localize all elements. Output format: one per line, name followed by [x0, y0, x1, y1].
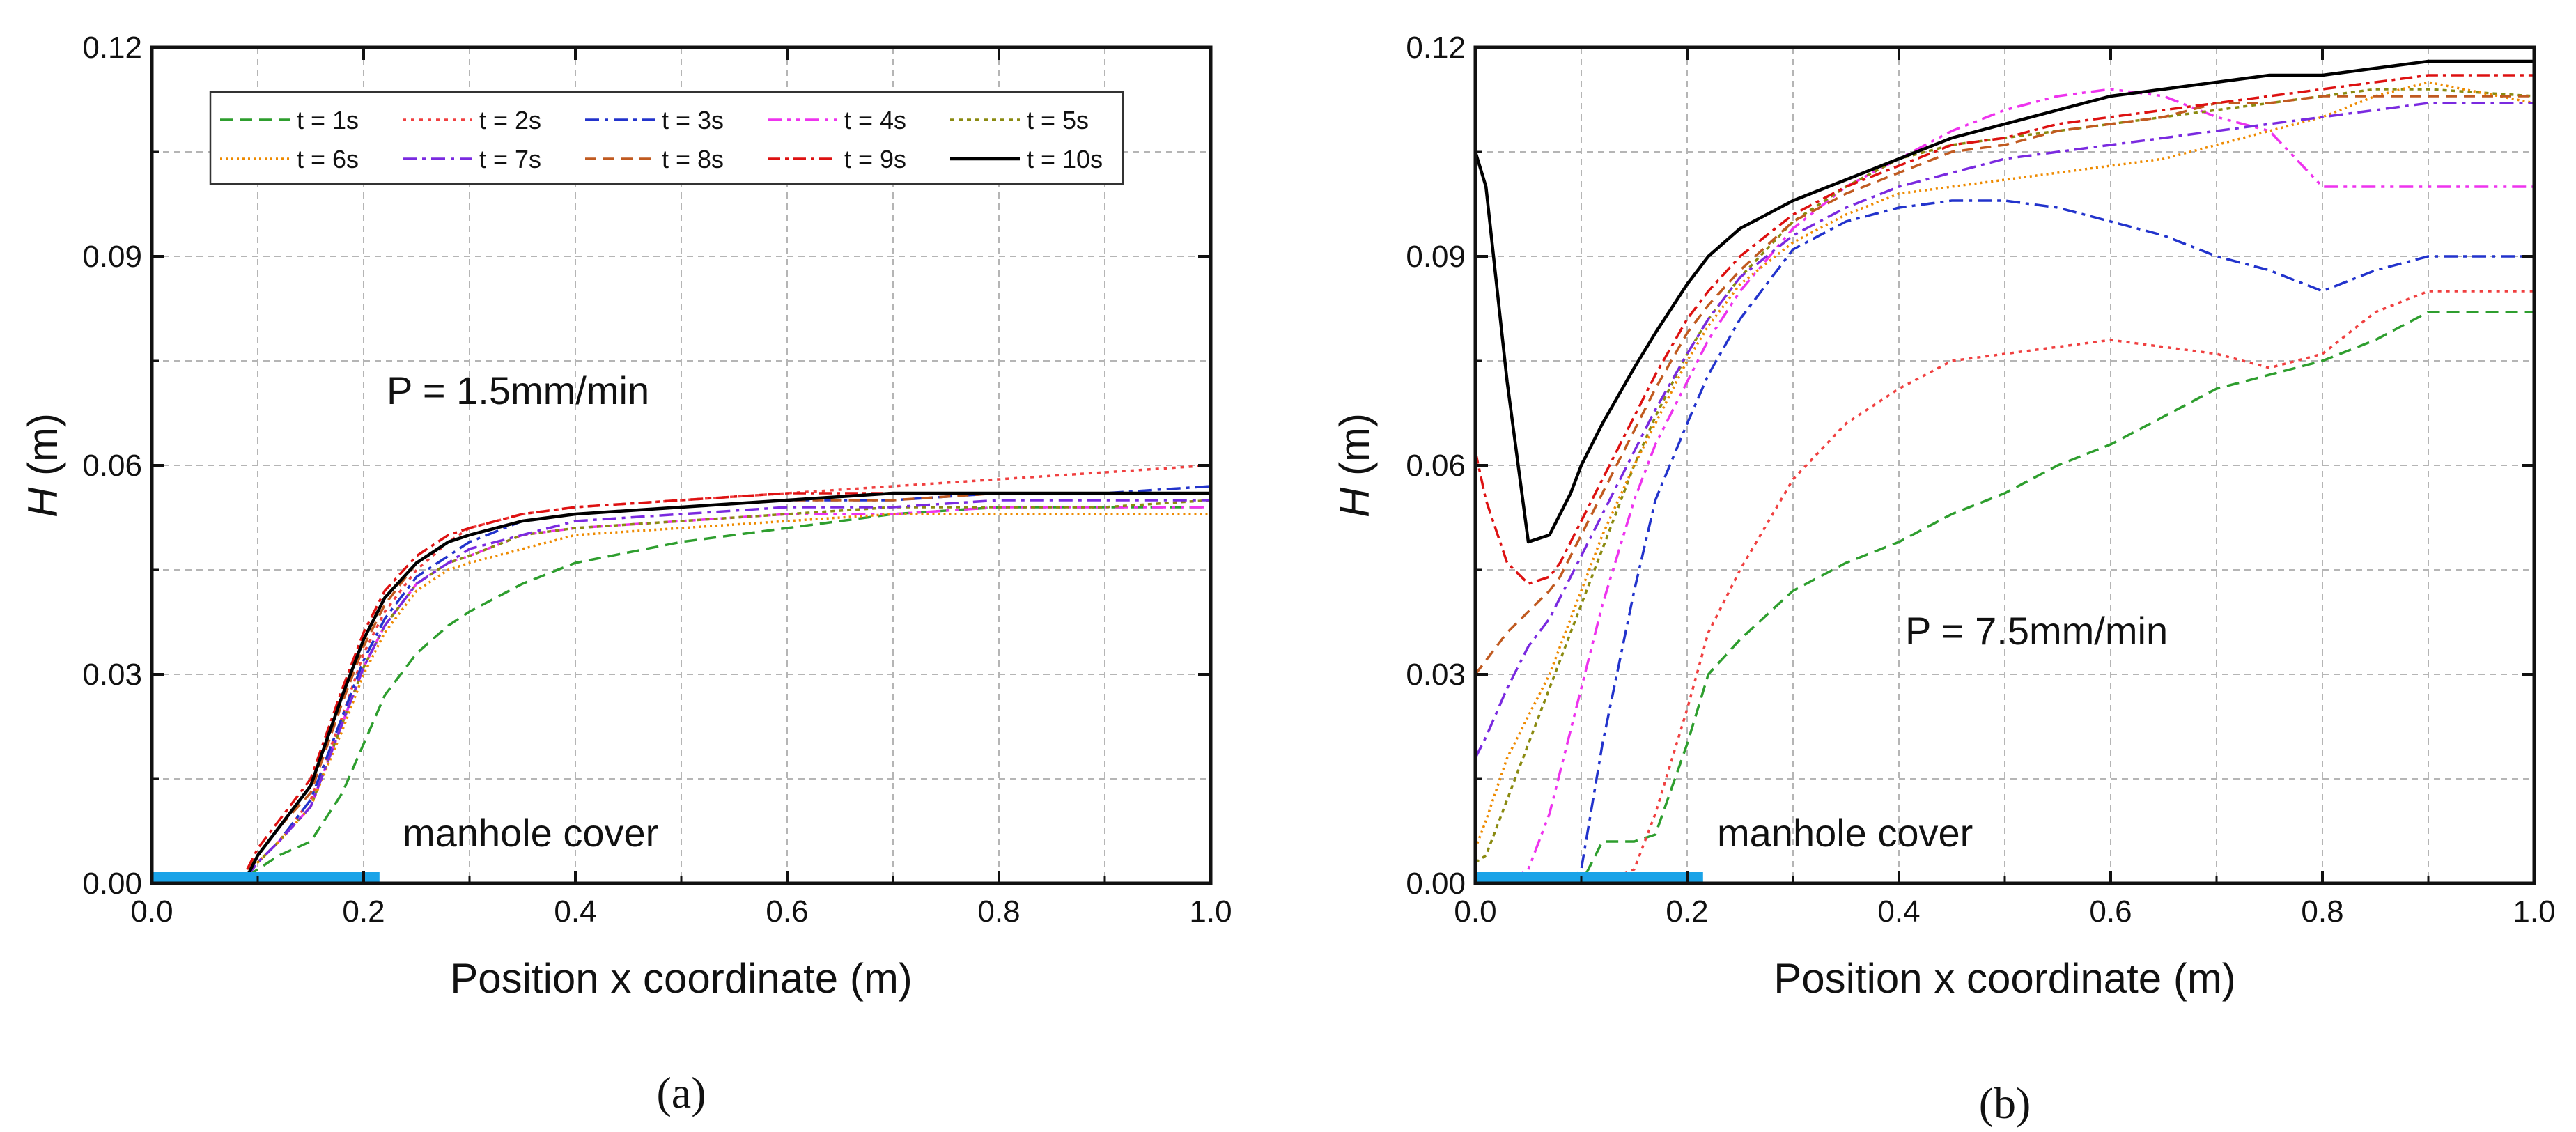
legend-label: t = 6s — [297, 145, 359, 173]
series-line-t-8s — [246, 492, 1211, 871]
series-line-t-6s — [246, 513, 1211, 878]
y-axis-title-unit: (m) — [1331, 413, 1378, 488]
series-line-t-9s — [246, 492, 1211, 870]
chart-panel-b: 0.0 0.2 0.4 0.6 0.8 1.0 0.00 0.03 0.06 0.09 0.12 Po… — [1331, 31, 2556, 1128]
x-tick-label: 0.2 — [1666, 894, 1708, 929]
precipitation-annotation: P = 7.5mm/min — [1905, 609, 2168, 653]
legend-label: t = 4s — [844, 106, 906, 134]
x-tick-label: 1.0 — [1189, 894, 1232, 929]
y-tick-label: 0.03 — [1406, 658, 1466, 692]
legend-label: t = 9s — [844, 145, 906, 173]
panel-label: (a) — [656, 1068, 706, 1117]
manhole-cover-annotation: manhole cover — [403, 811, 658, 855]
series-line-t-2s — [1475, 290, 2534, 885]
series-line-t-7s — [246, 499, 1211, 878]
x-axis-title: Position x coordinate (m) — [450, 955, 913, 1002]
chart-panel-a: 0.0 0.2 0.4 0.6 0.8 1.0 0.00 0.03 0.06 0.09 0.12 Po… — [20, 31, 1232, 1117]
legend-label: t = 3s — [662, 106, 724, 134]
y-tick-label: 0.06 — [1406, 449, 1466, 483]
y-tick-label: 0.12 — [1406, 31, 1466, 65]
x-tick-label: 0.8 — [977, 894, 1020, 929]
series-line-t-10s — [1473, 59, 2534, 544]
series-line-t-7s — [1474, 102, 2534, 759]
y-tick-label: 0.00 — [82, 867, 142, 901]
x-tick-label: 0.6 — [766, 894, 808, 929]
series-line-t-2s — [246, 464, 1211, 878]
series-line-t-9s — [1474, 74, 2534, 585]
y-axis-title-symbol: H — [20, 487, 66, 518]
x-tick-label: 1.0 — [2513, 894, 2555, 929]
y-tick-label: 0.12 — [82, 31, 142, 65]
y-tick-label: 0.03 — [82, 658, 142, 692]
legend-label: t = 1s — [297, 106, 359, 134]
series-line-t-4s — [1475, 88, 2534, 885]
legend-box — [209, 91, 1124, 185]
panel-label: (b) — [1979, 1078, 2031, 1128]
series-line-t-5s — [246, 499, 1211, 878]
y-axis-title-symbol: H — [1331, 487, 1378, 518]
x-tick-label: 0.0 — [130, 894, 173, 929]
x-tick-label: 0.0 — [1454, 894, 1496, 929]
x-tick-label: 0.8 — [2301, 894, 2343, 929]
legend: t = 1s t = 2s t = 3s t = 4s t = 5s t = 6s t = … — [209, 91, 1124, 185]
y-tick-label: 0.09 — [82, 240, 142, 274]
y-axis-title-unit: (m) — [20, 413, 66, 488]
series-line-t-4s — [246, 506, 1211, 878]
x-tick-label: 0.2 — [342, 894, 385, 929]
legend-label: t = 7s — [479, 145, 541, 173]
series-line-t-1s — [246, 506, 1211, 878]
y-axis-title: H (m) — [1331, 413, 1378, 518]
x-axis-title: Position x coordinate (m) — [1774, 955, 2236, 1002]
precipitation-annotation: P = 1.5mm/min — [387, 369, 649, 412]
y-tick-label: 0.09 — [1406, 240, 1466, 274]
x-tick-label: 0.4 — [554, 894, 596, 929]
manhole-cover-bar — [152, 872, 380, 883]
series-line-t-6s — [1474, 81, 2535, 849]
x-tick-label: 0.4 — [1877, 894, 1920, 929]
legend-label: t = 10s — [1027, 145, 1103, 173]
legend-label: t = 2s — [479, 106, 541, 134]
x-tick-label: 0.6 — [2089, 894, 2132, 929]
y-tick-label: 0.06 — [82, 449, 142, 483]
y-tick-label: 0.00 — [1406, 867, 1466, 901]
series-line-t-10s — [245, 491, 1211, 878]
y-axis-title: H (m) — [20, 413, 66, 518]
legend-label: t = 5s — [1027, 106, 1089, 134]
legend-label: t = 8s — [662, 145, 724, 173]
series-line-t-3s — [246, 485, 1211, 878]
manhole-cover-bar — [1475, 872, 1703, 883]
manhole-cover-annotation: manhole cover — [1717, 811, 1973, 855]
